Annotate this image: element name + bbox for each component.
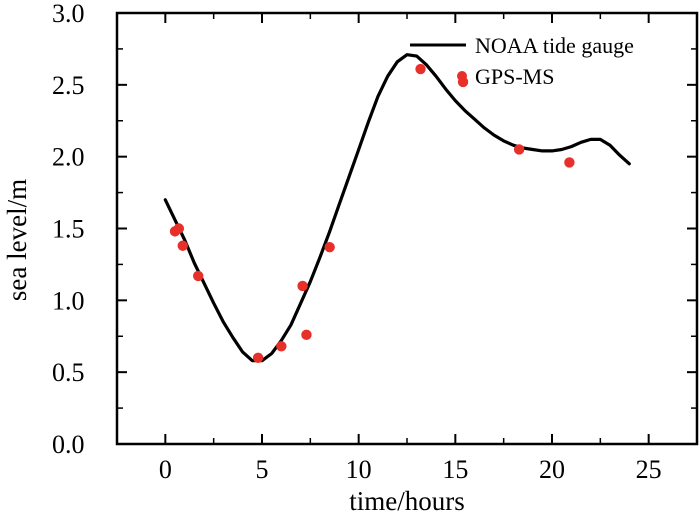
gps-ms-point (564, 157, 575, 168)
gps-ms-point (513, 144, 525, 155)
x-tick-label: 20 (539, 455, 565, 484)
plot-frame (115, 11, 699, 446)
y-axis-ticks: 0.0 0.5 1.0 1.5 2.0 2.5 3.0 (52, 0, 697, 459)
x-axis-ticks: 0 5 10 15 20 25 (116, 13, 698, 484)
x-tick-label: 15 (442, 455, 468, 484)
series-layer (163, 53, 631, 363)
y-tick-label: 1.5 (52, 215, 85, 244)
y-tick-label: 1.0 (52, 286, 85, 315)
gps-ms-point (173, 223, 185, 234)
y-tick-label: 2.5 (52, 71, 85, 100)
legend: NOAA tide gauge GPS-MS (410, 33, 634, 89)
gps-ms-point (276, 341, 287, 352)
legend-label-noaa: NOAA tide gauge (475, 33, 634, 58)
y-axis-title: sea level/m (2, 179, 32, 301)
y-tick-label: 0.0 (52, 430, 85, 459)
x-axis-title: time/hours (349, 486, 465, 516)
gps-ms-point (301, 329, 312, 341)
x-tick-label: 5 (256, 455, 269, 484)
y-tick-label: 3.0 (52, 0, 85, 28)
gps-ms-point (193, 270, 204, 282)
gps-ms-point (415, 63, 426, 75)
noaa-tide-line (163, 53, 631, 363)
gps-ms-point (297, 280, 308, 292)
x-tick-label: 10 (346, 455, 372, 484)
legend-marker-swatch (457, 71, 467, 81)
y-tick-label: 0.5 (52, 358, 85, 387)
legend-label-gps: GPS-MS (475, 64, 554, 89)
x-tick-label: 25 (636, 455, 662, 484)
x-tick-label: 0 (159, 455, 172, 484)
gps-ms-point (324, 241, 335, 253)
y-tick-label: 2.0 (52, 143, 85, 172)
gps-ms-point (177, 240, 188, 251)
gps-ms-point (252, 352, 264, 363)
